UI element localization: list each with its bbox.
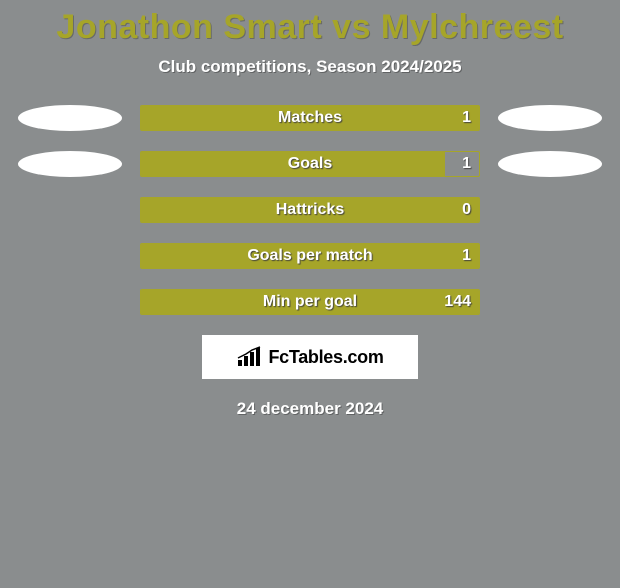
stat-bar: Matches 1 — [140, 105, 480, 131]
stat-value: 1 — [462, 155, 471, 173]
stat-label: Min per goal — [141, 293, 479, 311]
stats-rows: Matches 1 Goals 1 Hattricks 0 Goals per … — [0, 105, 620, 315]
page-title: Jonathon Smart vs Mylchreest — [0, 8, 620, 47]
subtitle: Club competitions, Season 2024/2025 — [0, 57, 620, 77]
left-ellipse — [18, 151, 122, 177]
stat-row: Goals 1 — [0, 151, 620, 177]
stat-bar: Min per goal 144 — [140, 289, 480, 315]
stat-row: Hattricks 0 — [0, 197, 620, 223]
left-ellipse — [18, 197, 122, 223]
brand-box: FcTables.com — [202, 335, 418, 379]
stat-row: Min per goal 144 — [0, 289, 620, 315]
right-ellipse — [498, 197, 602, 223]
right-ellipse — [498, 289, 602, 315]
right-ellipse — [498, 105, 602, 131]
stat-bar: Hattricks 0 — [140, 197, 480, 223]
stat-label: Hattricks — [141, 201, 479, 219]
brand-text: FcTables.com — [268, 347, 383, 368]
stat-row: Goals per match 1 — [0, 243, 620, 269]
date-label: 24 december 2024 — [0, 399, 620, 419]
stat-label: Matches — [141, 109, 479, 127]
stat-value: 1 — [462, 109, 471, 127]
right-ellipse — [498, 151, 602, 177]
left-ellipse — [18, 243, 122, 269]
right-ellipse — [498, 243, 602, 269]
left-ellipse — [18, 289, 122, 315]
stat-row: Matches 1 — [0, 105, 620, 131]
chart-icon — [236, 346, 264, 368]
stat-value: 0 — [462, 201, 471, 219]
stat-bar: Goals 1 — [140, 151, 480, 177]
stat-bar: Goals per match 1 — [140, 243, 480, 269]
stat-value: 144 — [444, 293, 471, 311]
stat-label: Goals per match — [141, 247, 479, 265]
left-ellipse — [18, 105, 122, 131]
stat-label: Goals — [141, 155, 479, 173]
stat-value: 1 — [462, 247, 471, 265]
